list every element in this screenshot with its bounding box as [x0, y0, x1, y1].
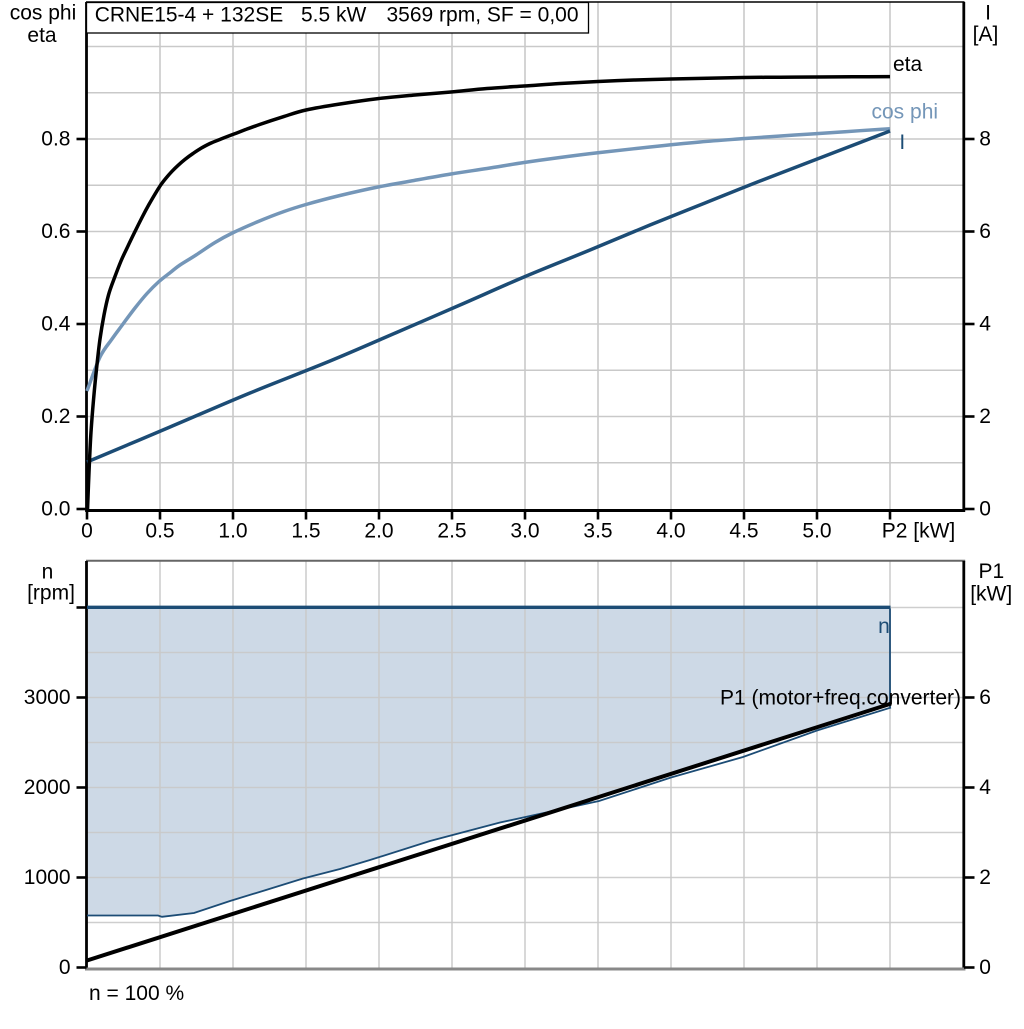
- svg-text:P2 [kW]: P2 [kW]: [882, 520, 956, 543]
- svg-text:0.0: 0.0: [41, 497, 70, 520]
- svg-text:2.5: 2.5: [437, 520, 466, 543]
- svg-text:1.5: 1.5: [291, 520, 320, 543]
- svg-text:I: I: [985, 2, 991, 25]
- svg-text:4: 4: [979, 312, 991, 335]
- svg-text:1.0: 1.0: [218, 520, 247, 543]
- svg-text:0.2: 0.2: [41, 405, 70, 428]
- svg-text:0.8: 0.8: [41, 127, 70, 150]
- svg-text:4.0: 4.0: [656, 520, 685, 543]
- svg-text:P1 (motor+freq.converter): P1 (motor+freq.converter): [720, 687, 961, 710]
- svg-text:5.5 kW: 5.5 kW: [301, 4, 367, 27]
- svg-text:2: 2: [979, 405, 991, 428]
- svg-text:cos phi: cos phi: [872, 101, 939, 124]
- svg-text:3.0: 3.0: [510, 520, 539, 543]
- svg-text:2000: 2000: [24, 776, 71, 799]
- svg-text:I: I: [899, 131, 905, 154]
- svg-text:3.5: 3.5: [583, 520, 612, 543]
- svg-text:5.0: 5.0: [802, 520, 831, 543]
- svg-text:eta: eta: [27, 24, 57, 47]
- svg-text:4.5: 4.5: [729, 520, 758, 543]
- svg-text:n: n: [42, 561, 54, 584]
- svg-text:cos phi: cos phi: [10, 2, 77, 25]
- svg-text:2.0: 2.0: [364, 520, 393, 543]
- svg-text:0.4: 0.4: [41, 312, 71, 335]
- svg-text:n: n: [878, 615, 890, 638]
- svg-text:eta: eta: [893, 53, 923, 76]
- svg-text:n = 100 %: n = 100 %: [89, 982, 184, 1005]
- svg-text:0: 0: [81, 520, 93, 543]
- svg-text:0: 0: [979, 956, 991, 979]
- svg-text:8: 8: [979, 127, 991, 150]
- svg-text:3000: 3000: [24, 686, 71, 709]
- svg-text:CRNE15-4 + 132SE: CRNE15-4 + 132SE: [95, 4, 284, 27]
- svg-text:2: 2: [979, 866, 991, 889]
- svg-text:[kW]: [kW]: [970, 583, 1012, 606]
- svg-text:4: 4: [979, 776, 991, 799]
- svg-text:0: 0: [59, 956, 71, 979]
- svg-text:3569 rpm, SF = 0,00: 3569 rpm, SF = 0,00: [387, 4, 579, 27]
- svg-text:[A]: [A]: [973, 23, 999, 46]
- svg-text:[rpm]: [rpm]: [27, 582, 75, 605]
- svg-text:0.5: 0.5: [145, 520, 174, 543]
- svg-text:6: 6: [979, 686, 991, 709]
- svg-text:P1: P1: [978, 560, 1004, 583]
- svg-text:0: 0: [979, 497, 991, 520]
- svg-text:0.6: 0.6: [41, 220, 70, 243]
- svg-text:6: 6: [979, 220, 991, 243]
- svg-text:1000: 1000: [24, 866, 71, 889]
